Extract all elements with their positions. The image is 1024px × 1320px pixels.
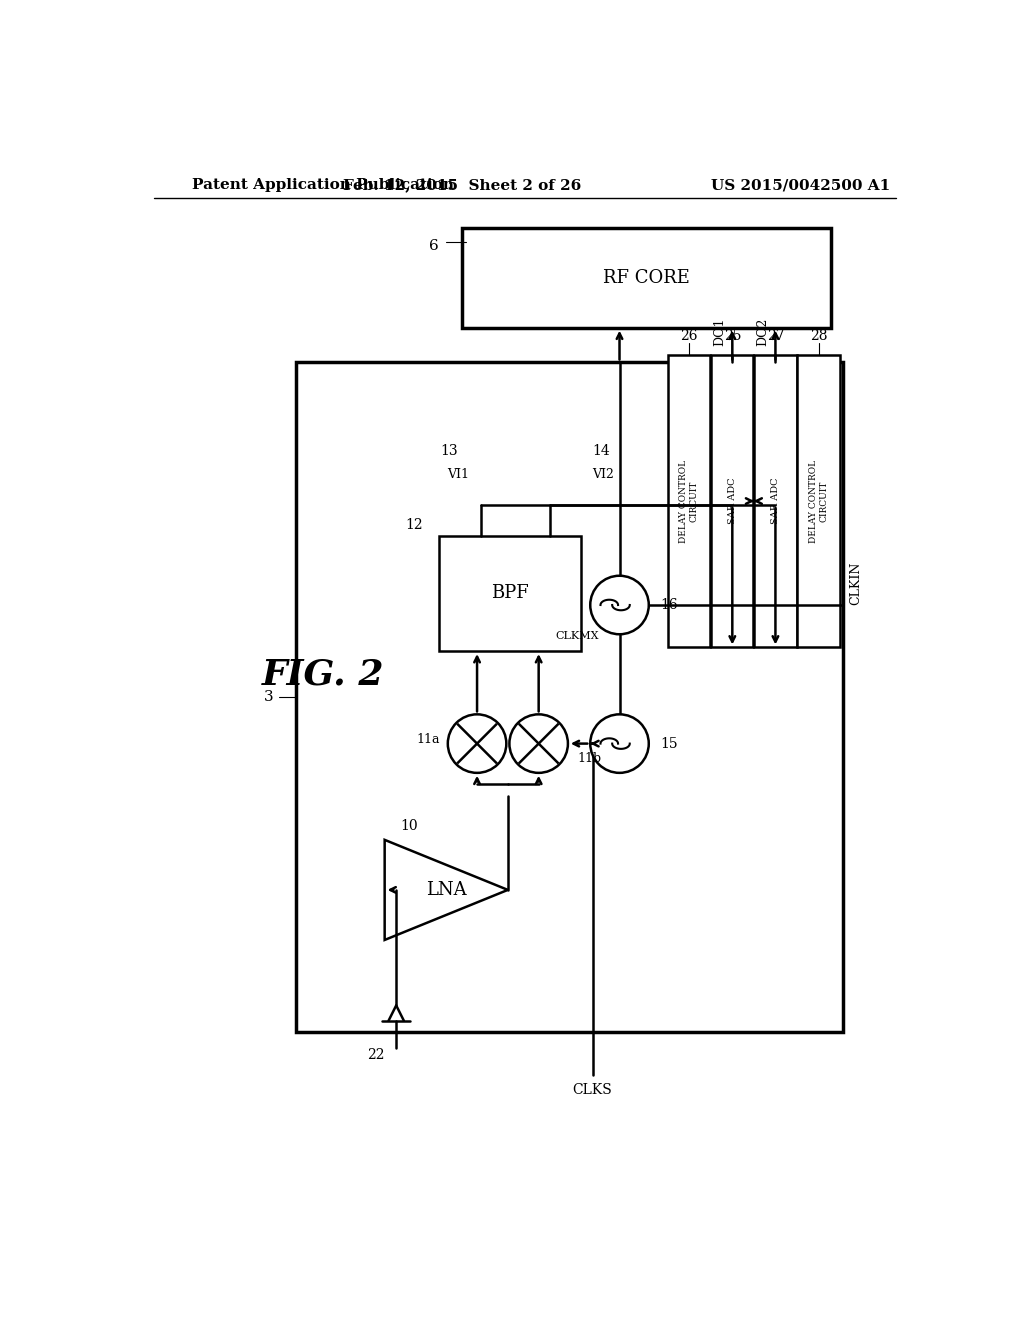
Text: RF CORE: RF CORE	[603, 269, 690, 286]
Text: DELAY CONTROL
CIRCUIT: DELAY CONTROL CIRCUIT	[680, 459, 699, 543]
Circle shape	[590, 714, 649, 774]
Text: 27: 27	[767, 329, 784, 342]
Bar	[798, 355, 840, 647]
Circle shape	[447, 714, 506, 774]
Text: CLKMX: CLKMX	[555, 631, 599, 640]
Text: 12: 12	[406, 517, 423, 532]
Text: DO2: DO2	[757, 318, 769, 346]
Text: SAR ADC: SAR ADC	[728, 478, 737, 524]
Polygon shape	[385, 840, 508, 940]
Text: 13: 13	[440, 444, 458, 458]
Text: 3: 3	[263, 690, 273, 705]
Text: 10: 10	[400, 818, 418, 833]
Circle shape	[509, 714, 568, 774]
Text: 11b: 11b	[578, 752, 601, 766]
Text: 26: 26	[680, 329, 698, 342]
Text: VI2: VI2	[593, 467, 614, 480]
Text: 22: 22	[368, 1048, 385, 1063]
Text: BPF: BPF	[490, 585, 528, 602]
Text: US 2015/0042500 A1: US 2015/0042500 A1	[711, 178, 890, 193]
Text: Feb. 12, 2015  Sheet 2 of 26: Feb. 12, 2015 Sheet 2 of 26	[343, 178, 581, 193]
Text: 28: 28	[810, 329, 827, 342]
Bar	[296, 363, 843, 1032]
Circle shape	[590, 576, 649, 635]
Bar	[711, 355, 754, 647]
Text: SAR ADC: SAR ADC	[771, 478, 780, 524]
Text: 15: 15	[660, 737, 678, 751]
Text: 11a: 11a	[417, 733, 440, 746]
Bar	[668, 355, 711, 647]
Text: 16: 16	[660, 598, 678, 612]
Text: CLKS: CLKS	[572, 1084, 612, 1097]
Text: DO1: DO1	[713, 317, 726, 346]
Text: LNA: LNA	[426, 880, 467, 899]
Text: 14: 14	[593, 444, 610, 458]
Text: FIG. 2: FIG. 2	[261, 657, 384, 692]
Text: DELAY CONTROL
CIRCUIT: DELAY CONTROL CIRCUIT	[809, 459, 828, 543]
Text: VI1: VI1	[447, 467, 469, 480]
Bar	[438, 536, 581, 651]
Text: CLKIN: CLKIN	[849, 561, 862, 605]
Bar	[462, 228, 831, 327]
Text: 6: 6	[429, 239, 438, 253]
Text: Patent Application Publication: Patent Application Publication	[193, 178, 455, 193]
Bar	[755, 355, 797, 647]
Text: 25: 25	[724, 329, 741, 342]
